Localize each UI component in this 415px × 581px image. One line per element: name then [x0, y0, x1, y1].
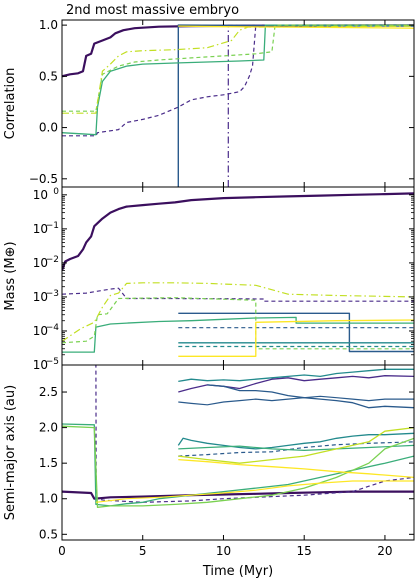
x-tick-label-3: 15: [297, 544, 312, 558]
y-axis-label-mass: Mass (M⊕): [3, 241, 18, 310]
y-tick-exponent-mass-3: −3: [46, 289, 59, 299]
series-group-correlation: [62, 24, 414, 187]
y-tick-exponent-mass-2: −2: [46, 255, 59, 265]
panel-frame-mass: [61, 186, 415, 366]
y-tick-label-sma-1: 2.0: [39, 421, 58, 435]
y-tick-label-sma-3: 1.0: [39, 492, 58, 506]
y-tick-label-correlation-2: 0.0: [39, 121, 58, 135]
series-line-sma-1: [95, 365, 414, 503]
y-tick-label-sma-4: 0.5: [39, 527, 58, 541]
y-tick-label-correlation-3: −0.5: [29, 172, 58, 186]
y-axis-label-correlation: Correlation: [3, 68, 18, 140]
y-tick-label-mass-3: 10: [33, 290, 48, 304]
x-tick-label-1: 5: [139, 544, 147, 558]
series-line-correlation-7: [178, 25, 414, 29]
series-line-sma-4: [178, 368, 414, 383]
y-tick-label-mass-4: 10: [33, 324, 48, 338]
series-line-sma-11: [178, 426, 414, 464]
series-line-mass-2: [178, 312, 414, 353]
panel-frame-correlation: [61, 19, 415, 188]
series-line-correlation-5: [62, 24, 414, 112]
series-line-sma-9: [178, 444, 414, 451]
series-line-mass-9: [178, 319, 414, 357]
y-tick-exponent-mass-0: 0: [53, 187, 59, 197]
y-tick-label-mass-0: 10: [33, 188, 48, 202]
x-axis-label: Time (Myr): [202, 564, 273, 579]
y-tick-exponent-mass-4: −4: [46, 323, 60, 333]
series-line-mass-8: [62, 282, 414, 342]
x-tick-label-2: 10: [216, 544, 231, 558]
series-line-correlation-2: [227, 24, 414, 187]
series-line-sma-6: [177, 432, 414, 450]
series-line-correlation-4: [62, 24, 414, 136]
y-tick-label-sma-0: 2.5: [39, 385, 58, 399]
panel-frame-sma: [61, 364, 415, 541]
y-tick-exponent-mass-5: −5: [46, 357, 59, 367]
series-group-mass: [62, 192, 414, 357]
y-tick-label-sma-2: 1.5: [39, 456, 58, 470]
y-tick-label-mass-1: 10: [33, 222, 48, 236]
x-tick-label-0: 0: [58, 544, 66, 558]
series-line-sma-13: [95, 480, 414, 503]
y-axis-label-sma: Semi-major axis (au): [3, 385, 18, 520]
series-line-sma-5: [178, 395, 414, 406]
y-tick-label-mass-5: 10: [33, 358, 48, 372]
series-line-sma-10: [62, 425, 414, 508]
y-tick-label-mass-2: 10: [33, 256, 48, 270]
series-line-mass-0: [62, 192, 414, 271]
series-line-sma-12: [178, 458, 414, 479]
y-tick-label-correlation-0: 1.0: [39, 18, 58, 32]
chart-title: 2nd most massive embryo: [66, 3, 239, 18]
y-tick-label-correlation-1: 0.5: [39, 69, 58, 83]
series-group-sma: [62, 365, 414, 508]
panel-sma: 2.5 2.0 1.5 1.0 0.5 Semi-major axis (au): [3, 364, 415, 541]
series-line-correlation-1: [62, 24, 414, 137]
panel-correlation: 1.0 0.5 0.0 −0.5 Correlation: [3, 18, 415, 188]
x-tick-label-4: 20: [377, 544, 392, 558]
series-line-correlation-6: [62, 25, 414, 114]
series-line-sma-0: [62, 490, 414, 500]
series-line-sma-2: [178, 375, 414, 393]
series-line-correlation-0: [62, 24, 414, 78]
series-line-correlation-3: [177, 24, 414, 187]
y-tick-exponent-mass-1: −1: [46, 221, 59, 231]
